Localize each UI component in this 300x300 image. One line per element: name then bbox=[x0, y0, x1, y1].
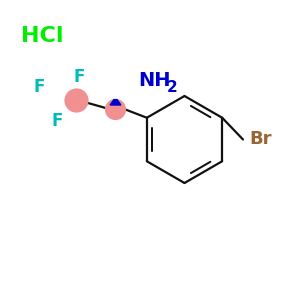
Circle shape bbox=[106, 100, 125, 119]
Text: HCl: HCl bbox=[21, 26, 64, 46]
Polygon shape bbox=[110, 100, 121, 105]
Text: F: F bbox=[74, 68, 85, 85]
Text: NH: NH bbox=[138, 71, 170, 90]
Circle shape bbox=[65, 89, 88, 112]
Text: F: F bbox=[33, 78, 45, 96]
Text: 2: 2 bbox=[167, 80, 177, 95]
Text: F: F bbox=[51, 112, 63, 130]
Text: Br: Br bbox=[249, 130, 272, 148]
